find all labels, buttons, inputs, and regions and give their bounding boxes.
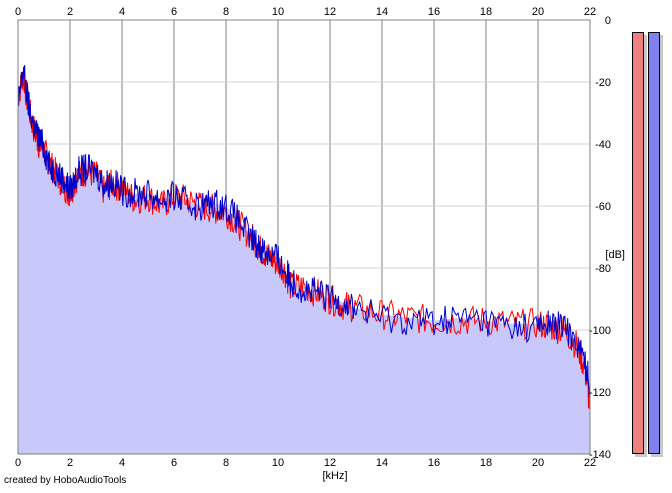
spectrum-fill: [18, 69, 590, 454]
y-tick-label: -120: [589, 387, 611, 399]
x-tick-label-top: 20: [532, 6, 544, 18]
x-tick-label-top: 12: [324, 6, 336, 18]
x-tick-label-bottom: 20: [532, 457, 544, 469]
x-tick-label-bottom: 18: [480, 457, 492, 469]
x-tick-label-bottom: 2: [67, 457, 73, 469]
y-tick-label: -60: [595, 201, 611, 213]
x-tick-label-bottom: 6: [171, 457, 177, 469]
y-tick-label: -20: [595, 77, 611, 89]
plot-border: [17, 19, 591, 455]
right-channel-meter: [648, 32, 660, 454]
x-tick-label-top: 22: [584, 6, 596, 18]
x-tick-label-bottom: 4: [119, 457, 125, 469]
x-tick-label-bottom: 16: [428, 457, 440, 469]
x-tick-label-top: 4: [119, 6, 125, 18]
x-tick-label-top: 0: [15, 6, 21, 18]
y-tick-label: 0: [605, 15, 611, 27]
x-axis-label: [kHz]: [322, 470, 347, 482]
y-tick-label: -100: [589, 325, 611, 337]
spectrum-envelope: [18, 69, 590, 454]
x-tick-label-top: 14: [376, 6, 388, 18]
x-tick-label-top: 16: [428, 6, 440, 18]
x-tick-label-bottom: 22: [584, 457, 596, 469]
series-lines: [17, 65, 591, 409]
x-tick-label-bottom: 0: [15, 457, 21, 469]
x-tick-label-bottom: 8: [223, 457, 229, 469]
x-ticks-top: 0 2 4 6 8 10 12 14 16 18 20 22: [15, 6, 596, 18]
x-tick-label-bottom: 12: [324, 457, 336, 469]
x-ticks-bottom: 0 2 4 6 8 10 12 14 16 18 20 22: [15, 457, 596, 469]
x-tick-label-top: 2: [67, 6, 73, 18]
y-ticks: 0 -20 -40 -60 -80 -100 -120 -140: [589, 15, 611, 461]
y-tick-label: -80: [595, 263, 611, 275]
x-tick-label-bottom: 10: [272, 457, 284, 469]
x-tick-label-bottom: 14: [376, 457, 388, 469]
x-tick-label-top: 8: [223, 6, 229, 18]
left-channel-meter: [632, 32, 644, 454]
y-tick-label: -140: [589, 449, 611, 461]
series-line-right: [17, 65, 591, 398]
x-tick-label-top: 18: [480, 6, 492, 18]
y-tick-label: -40: [595, 139, 611, 151]
plot-frame: [17, 19, 591, 455]
x-tick-label-top: 6: [171, 6, 177, 18]
y-axis-label: [dB]: [605, 249, 625, 261]
x-tick-label-top: 10: [272, 6, 284, 18]
credit-text: created by HoboAudioTools: [4, 475, 127, 486]
